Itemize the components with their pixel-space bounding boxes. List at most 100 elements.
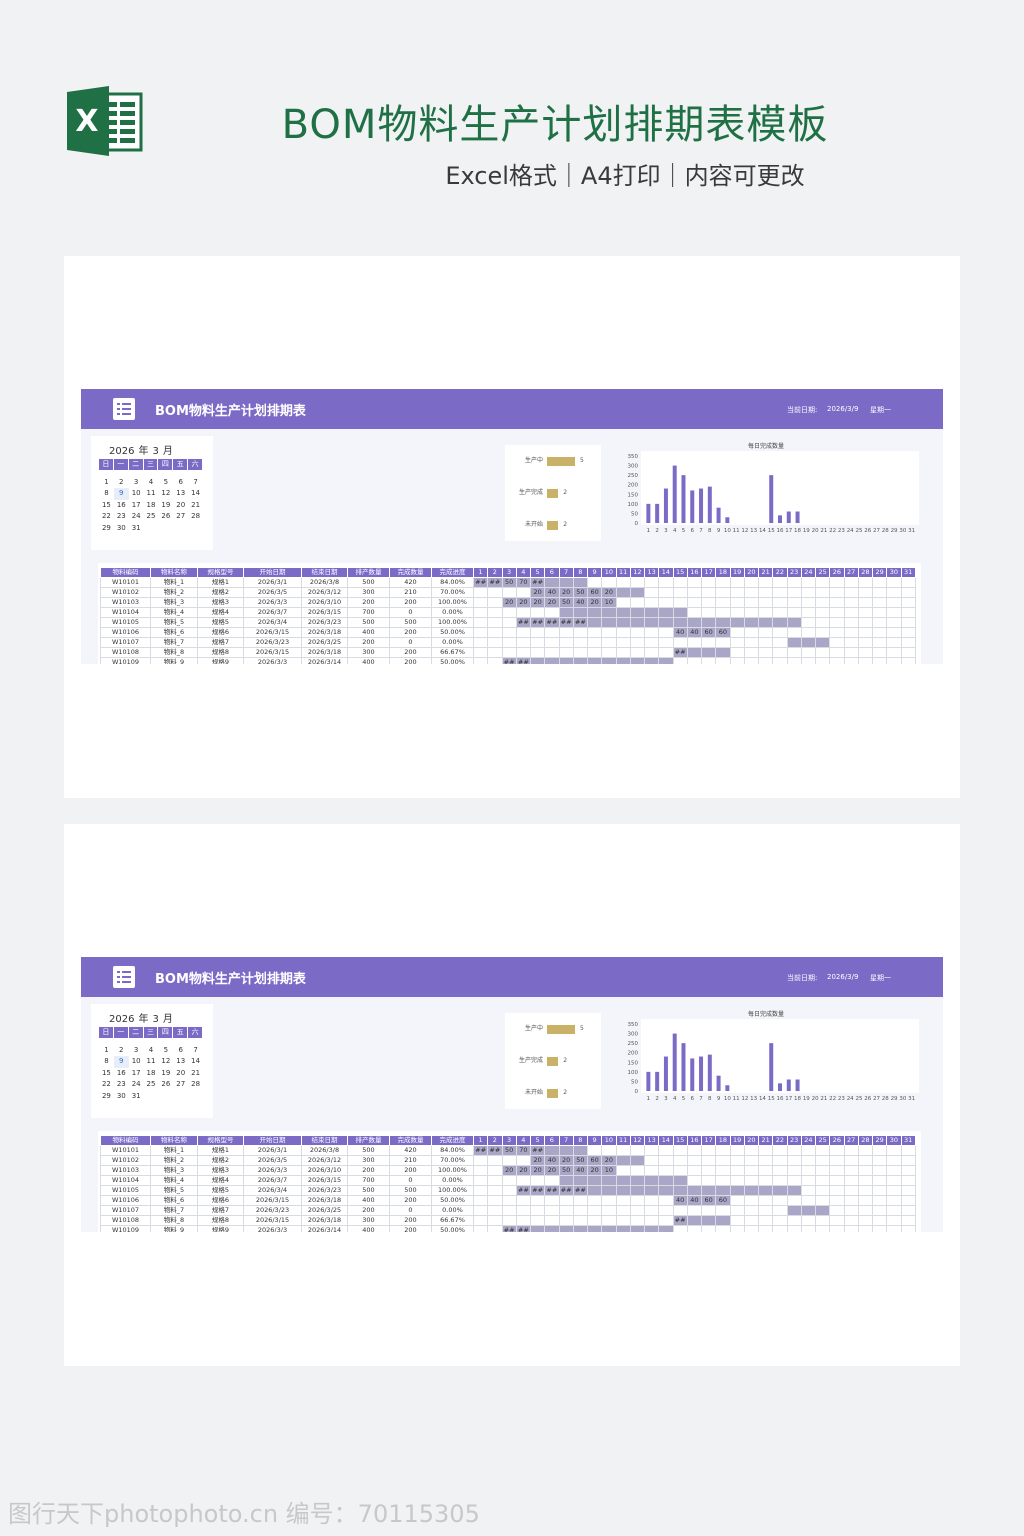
table-cell[interactable]: 420 <box>389 577 432 588</box>
calendar-day[interactable] <box>114 465 129 477</box>
gantt-cell-scheduled[interactable]: 20 <box>601 587 617 598</box>
table-cell[interactable]: 物料_9 <box>150 657 198 664</box>
gantt-cell[interactable] <box>886 627 902 638</box>
gantt-cell[interactable] <box>843 1195 859 1206</box>
gantt-cell[interactable] <box>886 647 902 658</box>
gantt-cell[interactable] <box>757 597 774 608</box>
calendar-day[interactable]: 21 <box>191 500 201 509</box>
gantt-cell-scheduled[interactable]: ## <box>672 647 688 658</box>
calendar-day[interactable]: 12 <box>161 489 171 497</box>
gantt-cell[interactable] <box>757 1155 774 1166</box>
gantt-cell-scheduled[interactable] <box>715 617 731 628</box>
gantt-cell[interactable] <box>743 637 760 648</box>
table-cell[interactable]: 0.00% <box>431 637 474 648</box>
gantt-cell[interactable] <box>857 587 874 598</box>
calendar-day[interactable]: 27 <box>176 1080 186 1088</box>
calendar-day[interactable]: 3 <box>133 477 139 486</box>
gantt-cell[interactable] <box>857 607 874 618</box>
gantt-cell[interactable] <box>843 1225 859 1232</box>
calendar-day[interactable]: 19 <box>161 500 171 509</box>
gantt-cell[interactable] <box>743 1215 760 1226</box>
gantt-cell-scheduled[interactable]: 40 <box>686 627 703 638</box>
gantt-cell[interactable] <box>487 1195 503 1206</box>
gantt-cell[interactable] <box>729 1195 745 1206</box>
calendar-day[interactable]: 23 <box>116 1080 126 1088</box>
gantt-cell[interactable] <box>715 1175 731 1186</box>
gantt-cell[interactable] <box>529 1205 546 1216</box>
gantt-cell-scheduled[interactable]: 20 <box>529 1165 546 1176</box>
gantt-cell[interactable] <box>658 577 674 588</box>
gantt-cell[interactable] <box>586 647 603 658</box>
gantt-cell[interactable] <box>544 647 560 658</box>
gantt-cell[interactable] <box>871 1165 888 1176</box>
gantt-cell[interactable] <box>601 1205 617 1216</box>
gantt-cell[interactable] <box>843 1175 859 1186</box>
calendar-day[interactable]: 2 <box>119 1045 124 1054</box>
day-column-header[interactable]: 5 <box>529 1135 546 1146</box>
gantt-cell[interactable] <box>814 577 831 588</box>
day-column-header[interactable]: 2 <box>487 567 503 578</box>
gantt-cell[interactable] <box>686 657 703 664</box>
gantt-cell[interactable] <box>800 607 817 618</box>
day-column-header[interactable]: 31 <box>900 1135 916 1146</box>
calendar-day[interactable]: 26 <box>161 512 171 520</box>
gantt-cell-scheduled[interactable] <box>672 617 688 628</box>
table-cell[interactable]: 2026/3/5 <box>243 587 302 598</box>
calendar-day[interactable]: 30 <box>116 523 126 532</box>
gantt-cell[interactable] <box>829 657 845 664</box>
gantt-cell[interactable] <box>501 1195 517 1206</box>
gantt-cell[interactable] <box>857 1195 874 1206</box>
gantt-cell[interactable] <box>886 1185 902 1196</box>
gantt-cell[interactable] <box>857 647 874 658</box>
column-header[interactable]: 物料名称 <box>150 1135 198 1146</box>
gantt-cell[interactable] <box>772 597 788 608</box>
gantt-cell-scheduled[interactable]: 40 <box>544 587 560 598</box>
gantt-cell[interactable] <box>843 1205 859 1216</box>
gantt-cell-scheduled[interactable] <box>586 1175 603 1186</box>
gantt-cell[interactable] <box>843 617 859 628</box>
gantt-cell-scheduled[interactable] <box>572 657 589 664</box>
table-cell[interactable]: 2026/3/3 <box>243 657 302 664</box>
calendar-day[interactable]: 22 <box>101 1080 111 1088</box>
gantt-cell[interactable] <box>672 1155 688 1166</box>
calendar-day[interactable] <box>173 465 188 477</box>
gantt-cell[interactable] <box>772 1175 788 1186</box>
gantt-cell[interactable] <box>643 587 660 598</box>
day-column-header[interactable]: 26 <box>829 567 845 578</box>
gantt-cell[interactable] <box>743 607 760 618</box>
calendar-day[interactable]: 21 <box>191 1068 201 1077</box>
gantt-cell[interactable] <box>900 1195 916 1206</box>
day-column-header[interactable]: 18 <box>715 567 731 578</box>
table-cell[interactable]: 200 <box>389 657 432 664</box>
table-cell[interactable]: 66.67% <box>431 1215 474 1226</box>
table-cell[interactable]: 规格8 <box>197 647 244 658</box>
column-header[interactable]: 排产数量 <box>347 567 390 578</box>
gantt-cell[interactable] <box>786 1175 802 1186</box>
gantt-cell[interactable] <box>800 657 817 664</box>
gantt-cell[interactable] <box>529 1215 546 1226</box>
calendar-day[interactable] <box>144 1033 159 1045</box>
gantt-cell-scheduled[interactable] <box>700 647 717 658</box>
gantt-cell-scheduled[interactable]: ## <box>501 657 517 664</box>
gantt-cell[interactable] <box>700 607 717 618</box>
gantt-cell[interactable] <box>643 597 660 608</box>
gantt-cell[interactable] <box>743 1195 760 1206</box>
gantt-cell[interactable] <box>786 1155 802 1166</box>
table-cell[interactable]: 200 <box>347 637 390 648</box>
table-cell[interactable]: W10106 <box>100 627 151 638</box>
gantt-cell-scheduled[interactable]: ## <box>472 1145 489 1156</box>
table-cell[interactable]: 物料_2 <box>150 587 198 598</box>
calendar-day[interactable]: 3 <box>133 1045 139 1054</box>
table-cell[interactable]: 100.00% <box>431 1165 474 1176</box>
gantt-cell[interactable] <box>615 1205 631 1216</box>
column-header[interactable]: 物料编码 <box>100 567 151 578</box>
gantt-cell-scheduled[interactable] <box>615 617 631 628</box>
gantt-cell[interactable] <box>487 587 503 598</box>
calendar-day[interactable]: 1 <box>104 1045 109 1054</box>
gantt-cell[interactable] <box>729 647 745 658</box>
table-cell[interactable]: 200 <box>347 1205 390 1216</box>
gantt-cell[interactable] <box>886 1205 902 1216</box>
table-cell[interactable]: 规格3 <box>197 1165 244 1176</box>
table-cell[interactable]: 0.00% <box>431 607 474 618</box>
gantt-cell-scheduled[interactable] <box>558 577 574 588</box>
